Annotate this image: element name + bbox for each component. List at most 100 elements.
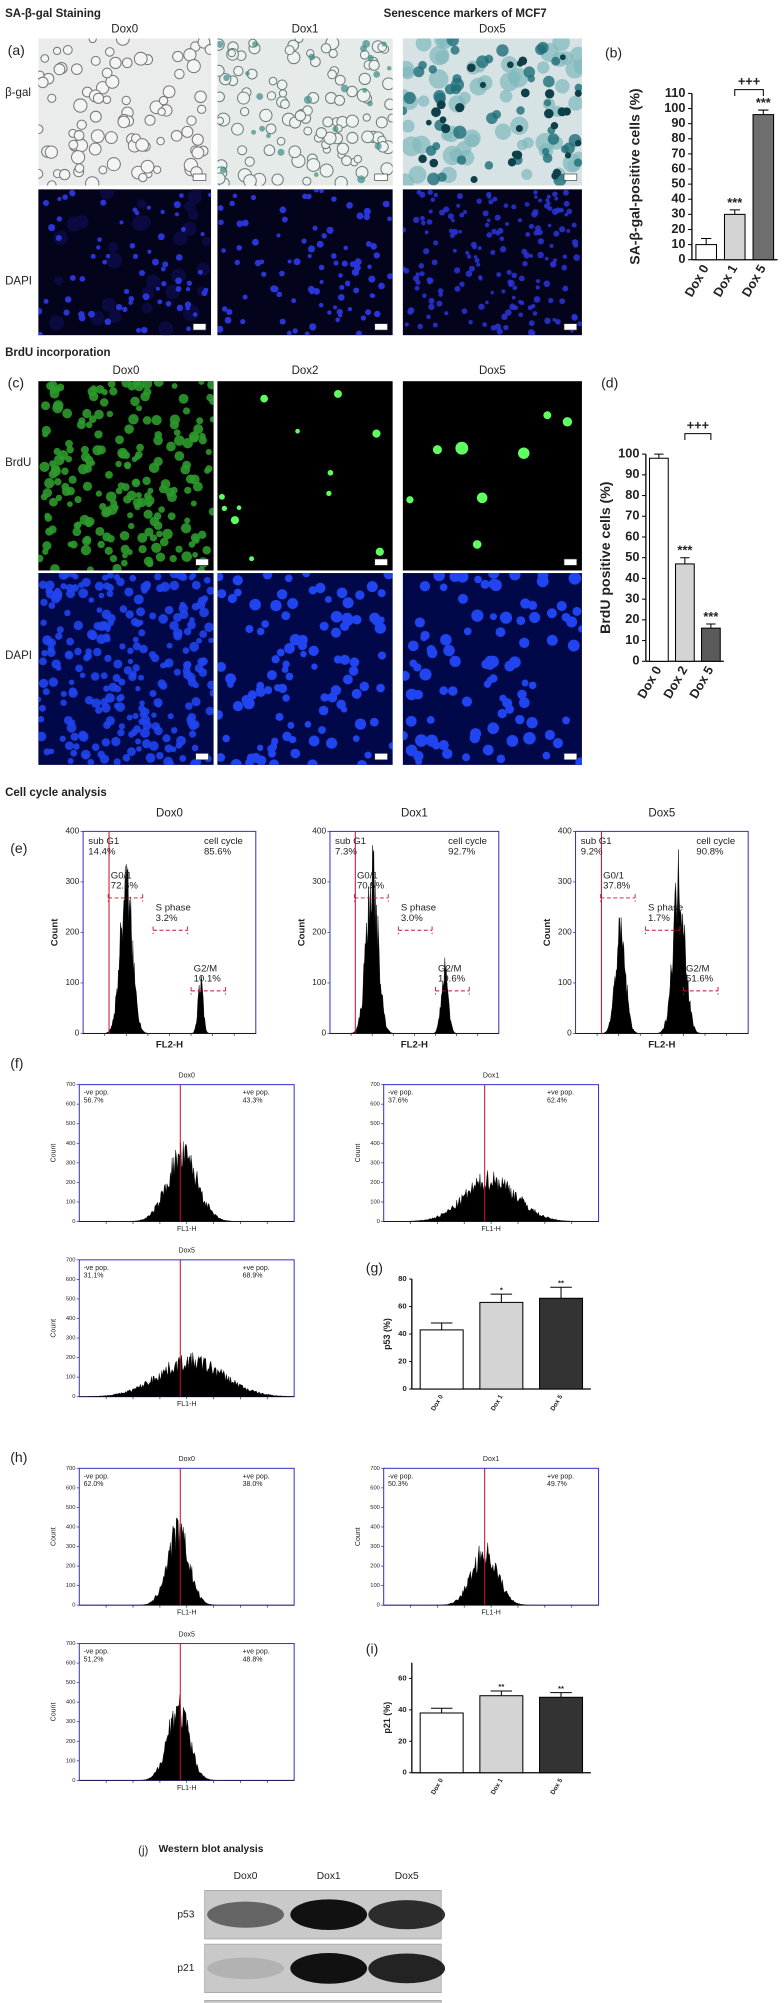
cell <box>561 612 571 622</box>
cell <box>313 287 320 295</box>
cell <box>536 575 549 588</box>
cell <box>95 706 103 714</box>
plot-title: Dox5 <box>179 1248 195 1255</box>
cell <box>127 512 134 519</box>
x-axis-label: FL2-H <box>401 1040 428 1051</box>
scale-bar <box>563 173 578 181</box>
cell <box>505 222 509 226</box>
cell <box>191 580 201 590</box>
cell <box>518 447 530 459</box>
cell <box>304 331 310 336</box>
gate-value: 85.6% <box>204 846 232 857</box>
y-axis-label: Count <box>542 918 553 946</box>
cell <box>427 277 434 284</box>
cell <box>403 91 416 104</box>
cell <box>117 482 125 490</box>
cell <box>144 114 156 126</box>
y-tick-label: 0 <box>402 1384 406 1393</box>
cell <box>160 581 170 592</box>
cell <box>39 461 50 472</box>
cell <box>199 630 208 638</box>
cell <box>137 215 151 229</box>
cell <box>354 258 362 266</box>
cell <box>224 316 232 324</box>
gate-value: 19.6% <box>438 974 466 985</box>
cell <box>320 43 332 54</box>
cell <box>303 95 313 104</box>
significance-label: *** <box>677 543 692 558</box>
cell <box>335 317 340 323</box>
cell <box>534 195 538 199</box>
significance-label: *** <box>727 195 742 210</box>
gate-value: 9.2% <box>581 846 603 857</box>
cell <box>342 674 353 685</box>
cell <box>326 490 332 497</box>
cell <box>62 45 73 55</box>
cells <box>217 38 393 186</box>
cell <box>240 318 246 325</box>
cell <box>367 100 373 107</box>
cell <box>207 680 214 690</box>
cell <box>572 606 582 616</box>
cells <box>219 390 384 562</box>
cell <box>256 627 265 636</box>
plot-title: Dox5 <box>648 808 675 820</box>
cell <box>115 435 124 445</box>
cell <box>184 517 191 524</box>
cell <box>352 735 360 742</box>
cell <box>542 751 551 760</box>
y-tick-label: 400 <box>558 826 572 836</box>
cell <box>507 158 517 167</box>
cell <box>323 131 337 145</box>
cell <box>476 55 489 69</box>
cell <box>68 688 78 698</box>
cell <box>408 640 419 652</box>
row-label: β-gal <box>5 87 31 99</box>
cell <box>169 573 180 579</box>
cell <box>331 196 337 202</box>
cell <box>506 269 512 275</box>
cell <box>186 672 196 683</box>
y-tick-label: 100 <box>65 977 79 987</box>
cell <box>44 512 51 519</box>
cell <box>127 658 134 665</box>
cell <box>217 116 225 125</box>
cell <box>252 41 259 48</box>
cell <box>250 194 257 201</box>
y-tick-label: 400 <box>66 1316 76 1322</box>
cell <box>166 441 176 452</box>
cell <box>201 595 209 602</box>
x-axis-label: FL2-H <box>648 1040 675 1051</box>
cell <box>138 172 148 183</box>
cell <box>279 318 286 325</box>
cell <box>171 727 178 734</box>
y-tick-label: 200 <box>66 1355 76 1361</box>
cell <box>433 240 439 246</box>
cell <box>160 266 166 272</box>
cell <box>186 59 201 74</box>
cell <box>169 414 181 425</box>
cell <box>387 216 392 222</box>
cell <box>256 681 265 690</box>
cell <box>82 753 89 759</box>
gate-value: 38.0% <box>243 1481 263 1488</box>
gate-value: 43.3% <box>243 1097 263 1104</box>
cell <box>319 280 324 285</box>
cell <box>117 115 131 129</box>
gate-value: 14.4% <box>88 846 116 857</box>
cell <box>413 689 424 700</box>
cell <box>319 621 329 631</box>
cell <box>85 516 95 527</box>
cell <box>38 124 44 134</box>
cell <box>443 644 455 657</box>
panel-label: (j) <box>138 1845 148 1857</box>
cell <box>361 130 374 144</box>
y-tick-label: 600 <box>66 1661 76 1667</box>
cell <box>371 293 376 298</box>
cell <box>546 194 551 199</box>
cell <box>217 205 224 211</box>
cell <box>528 320 535 327</box>
cell <box>103 721 111 729</box>
cell <box>568 573 582 585</box>
cell <box>333 655 343 664</box>
